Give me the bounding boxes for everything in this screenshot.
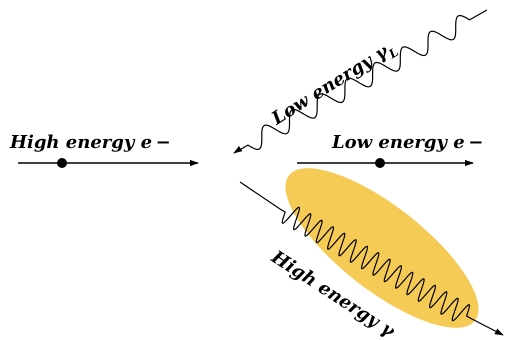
incoming-photon-wave	[233, 9, 488, 154]
outgoing-electron-dot	[375, 158, 385, 168]
incoming-photon-label: Low energy γL	[267, 36, 401, 132]
outgoing-photon-highlight	[285, 168, 479, 328]
outgoing-photon-tail	[469, 317, 504, 336]
outgoing-photon-wave	[279, 206, 471, 322]
incoming-electron-dot	[57, 158, 67, 168]
outgoing-photon-lead	[239, 181, 281, 210]
incoming-electron-label: High energy e −	[9, 132, 171, 153]
outgoing-electron-label: Low energy e −	[331, 132, 483, 153]
